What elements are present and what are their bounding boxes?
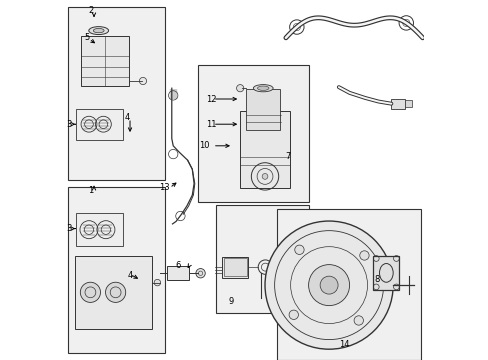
Bar [76, 213, 122, 246]
Ellipse shape [93, 28, 104, 33]
Bar [197, 65, 309, 202]
Circle shape [262, 174, 267, 179]
Text: 4: 4 [127, 271, 132, 280]
Circle shape [105, 282, 125, 302]
Bar [404, 100, 411, 107]
Circle shape [139, 77, 146, 85]
Text: 3: 3 [66, 120, 72, 129]
Bar [76, 109, 122, 140]
Circle shape [236, 85, 244, 92]
Circle shape [320, 276, 337, 294]
Circle shape [288, 310, 298, 319]
Circle shape [264, 221, 392, 349]
Text: 7: 7 [284, 152, 289, 161]
Bar [223, 258, 246, 276]
Circle shape [353, 316, 363, 325]
Text: 2: 2 [88, 6, 93, 15]
Text: 12: 12 [205, 95, 216, 104]
Text: 10: 10 [199, 141, 209, 150]
Circle shape [294, 245, 304, 255]
Text: 13: 13 [159, 184, 169, 193]
Bar [246, 89, 280, 130]
Bar [68, 7, 165, 180]
Text: 11: 11 [205, 120, 216, 129]
Ellipse shape [89, 27, 108, 35]
Text: 9: 9 [228, 297, 233, 306]
Text: 1: 1 [88, 186, 93, 195]
Bar [167, 266, 189, 280]
Circle shape [154, 279, 160, 286]
Bar [276, 209, 420, 360]
Text: 14: 14 [338, 341, 348, 349]
Text: 6: 6 [175, 261, 181, 270]
Bar [81, 36, 129, 86]
Bar [373, 256, 399, 290]
Text: 3: 3 [66, 224, 72, 233]
Text: 5: 5 [84, 33, 89, 42]
Circle shape [308, 265, 349, 306]
Bar [215, 205, 309, 313]
Text: 4: 4 [125, 112, 130, 122]
Bar [75, 256, 152, 329]
Ellipse shape [253, 85, 273, 92]
Bar [390, 99, 404, 109]
Bar [222, 257, 247, 278]
Circle shape [80, 282, 101, 302]
Bar [240, 111, 289, 188]
Circle shape [196, 269, 205, 278]
Text: 8: 8 [374, 275, 379, 284]
Circle shape [359, 251, 368, 260]
Ellipse shape [257, 86, 268, 90]
Bar [68, 187, 165, 353]
